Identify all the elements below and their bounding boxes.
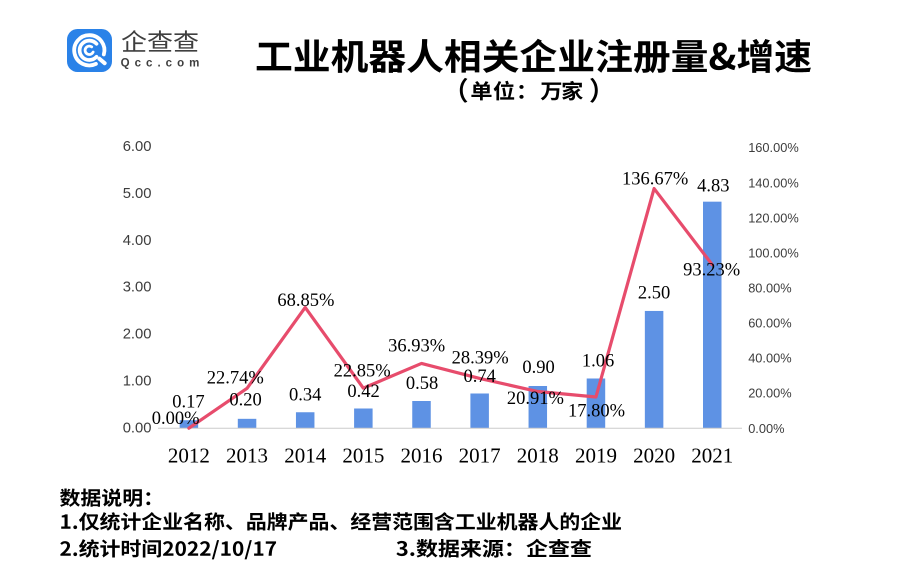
- svg-text:2019: 2019: [575, 444, 617, 468]
- svg-text:17.80%: 17.80%: [568, 402, 625, 422]
- svg-text:2014: 2014: [284, 444, 327, 468]
- svg-text:0.90: 0.90: [522, 358, 554, 378]
- svg-text:4.00: 4.00: [123, 233, 152, 249]
- svg-text:0.00%: 0.00%: [152, 409, 200, 429]
- svg-text:22.85%: 22.85%: [334, 362, 391, 382]
- svg-text:0.17: 0.17: [172, 393, 204, 413]
- svg-text:4.83: 4.83: [697, 177, 729, 197]
- svg-text:2013: 2013: [226, 444, 268, 468]
- svg-text:2020: 2020: [633, 444, 675, 468]
- svg-text:120.00%: 120.00%: [748, 210, 799, 225]
- svg-text:2012: 2012: [168, 444, 210, 468]
- svg-text:20.91%: 20.91%: [507, 389, 564, 409]
- svg-text:2021: 2021: [691, 444, 733, 468]
- svg-text:2016: 2016: [401, 444, 443, 468]
- svg-text:22.74%: 22.74%: [207, 368, 264, 388]
- svg-text:93.23%: 93.23%: [683, 261, 740, 281]
- svg-text:160.00%: 160.00%: [748, 140, 799, 155]
- svg-text:100.00%: 100.00%: [748, 245, 799, 260]
- svg-text:60.00%: 60.00%: [748, 316, 791, 331]
- svg-text:0.58: 0.58: [406, 374, 438, 394]
- svg-text:0.00: 0.00: [123, 420, 152, 436]
- svg-text:6.00: 6.00: [123, 139, 152, 155]
- svg-text:3.00: 3.00: [123, 280, 152, 296]
- svg-text:20.00%: 20.00%: [748, 386, 791, 401]
- svg-text:140.00%: 140.00%: [748, 175, 799, 190]
- svg-text:2.50: 2.50: [638, 284, 670, 304]
- svg-text:136.67%: 136.67%: [622, 170, 688, 190]
- svg-text:1.06: 1.06: [582, 352, 614, 372]
- svg-text:36.93%: 36.93%: [388, 337, 445, 357]
- svg-text:40.00%: 40.00%: [748, 351, 791, 366]
- svg-text:2017: 2017: [459, 444, 501, 468]
- svg-text:5.00: 5.00: [123, 186, 152, 202]
- svg-text:68.85%: 68.85%: [277, 291, 334, 311]
- svg-text:28.39%: 28.39%: [452, 348, 509, 368]
- svg-text:2015: 2015: [342, 444, 384, 468]
- svg-text:0.34: 0.34: [289, 386, 321, 406]
- svg-text:Qcc.com: Qcc.com: [121, 58, 200, 70]
- svg-text:0.42: 0.42: [347, 382, 379, 402]
- svg-text:0.74: 0.74: [464, 367, 496, 387]
- svg-text:0.00%: 0.00%: [748, 421, 784, 436]
- svg-text:2018: 2018: [517, 444, 559, 468]
- svg-text:2.00: 2.00: [123, 327, 152, 343]
- svg-text:1.00: 1.00: [123, 373, 152, 389]
- svg-text:80.00%: 80.00%: [748, 280, 791, 295]
- svg-text:0.20: 0.20: [229, 391, 261, 411]
